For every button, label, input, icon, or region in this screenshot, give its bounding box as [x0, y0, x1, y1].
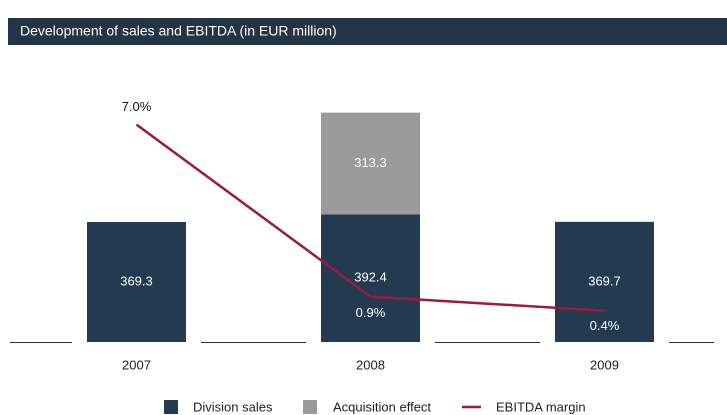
bar-value-label: 313.3	[354, 155, 387, 170]
bar	[321, 214, 420, 342]
legend-swatch	[164, 400, 178, 414]
line-value-label: 7.0%	[122, 99, 152, 114]
legend-label: Acquisition effect	[333, 399, 431, 414]
line	[135, 123, 605, 312]
x-tick-label: 2007	[122, 357, 151, 372]
line-value-label: 0.4%	[590, 318, 620, 333]
bar	[87, 221, 186, 342]
bar-value-label: 369.7	[588, 273, 621, 288]
bar	[555, 221, 654, 342]
line-value-label: 0.9%	[356, 305, 386, 320]
x-tick-label: 2008	[356, 357, 385, 372]
title-bar	[8, 18, 727, 45]
bar-value-label: 369.3	[120, 273, 153, 288]
bar-value-label: 392.4	[354, 270, 387, 285]
legend-swatch	[303, 400, 317, 414]
legend-label: Division sales	[193, 399, 273, 414]
x-tick-label: 2009	[590, 357, 619, 372]
bar	[321, 112, 420, 215]
legend-label: EBITDA margin	[496, 399, 586, 414]
chart-title: Development of sales and EBITDA (in EUR …	[20, 23, 337, 39]
